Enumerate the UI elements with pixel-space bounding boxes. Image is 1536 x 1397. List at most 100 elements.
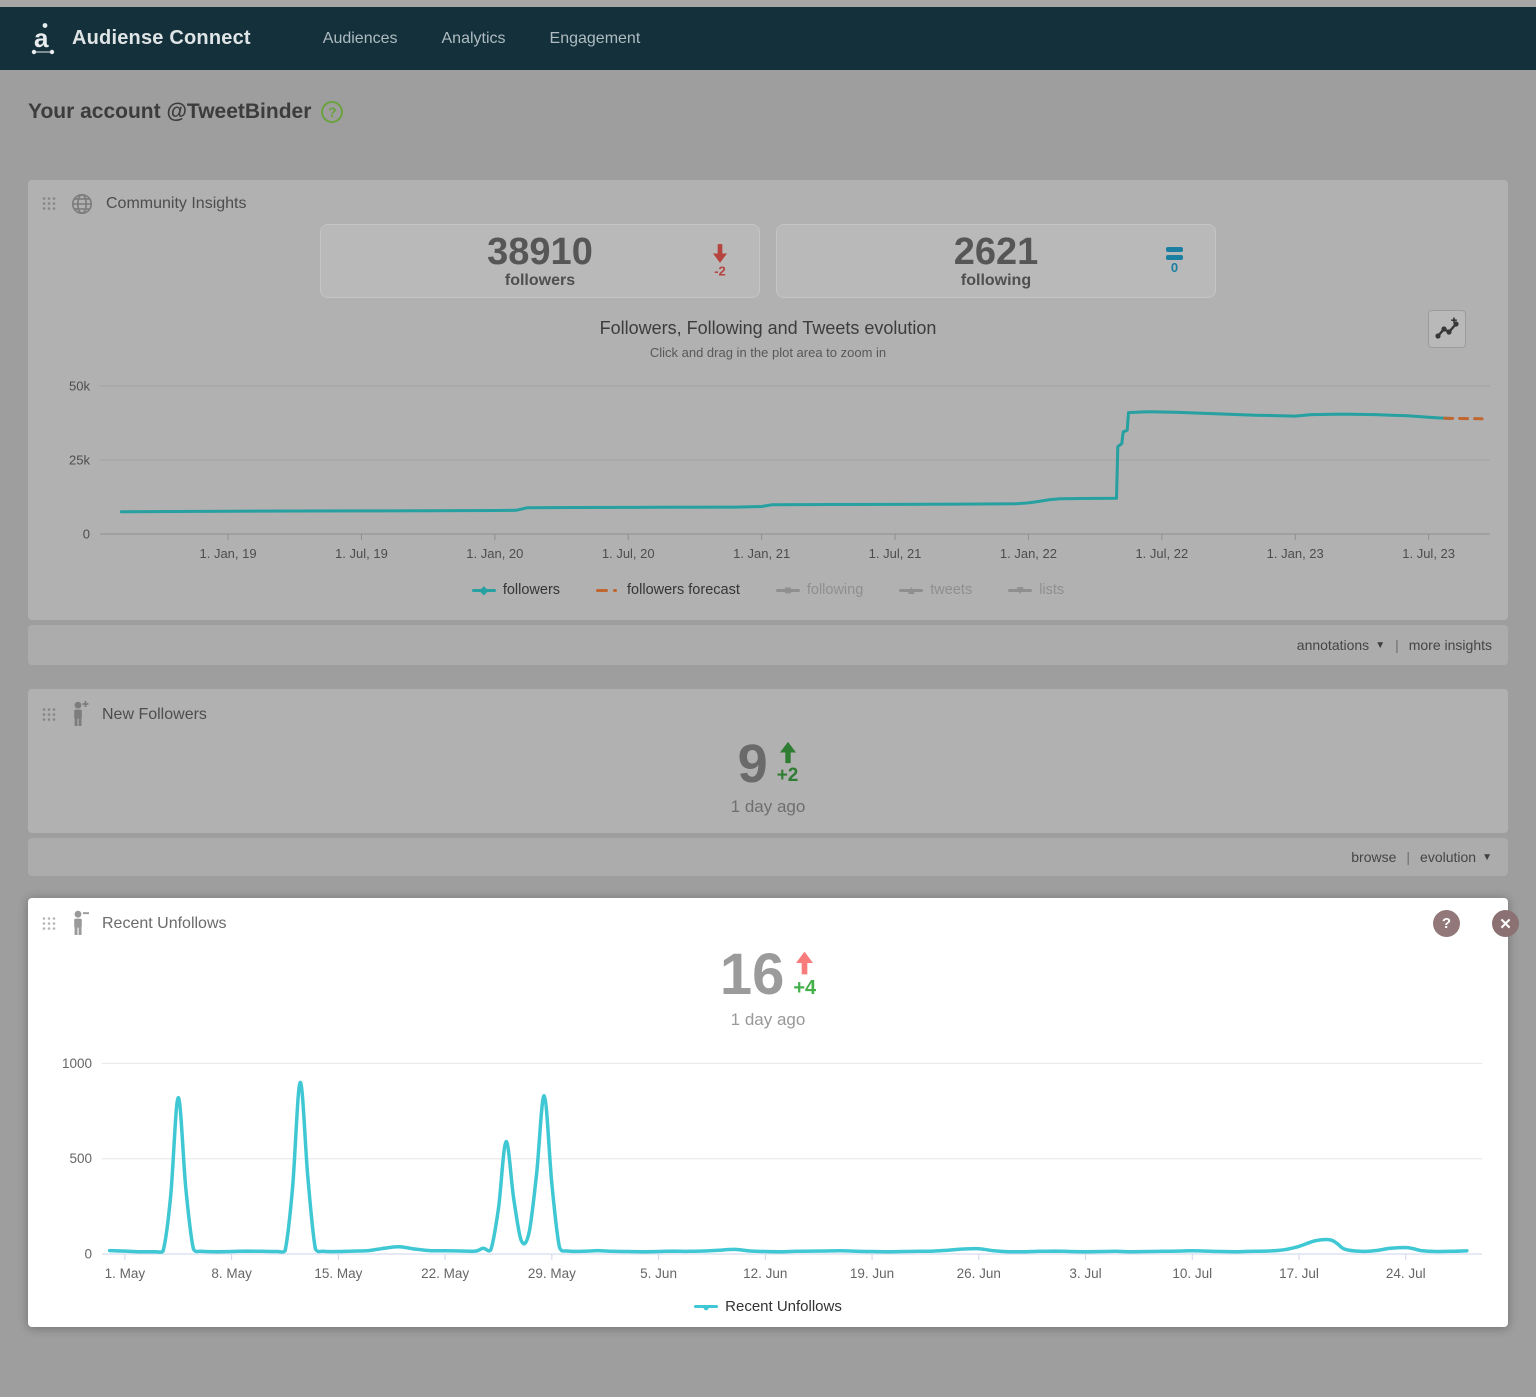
- community-insights-widget: Community Insights 38910 followers -2: [28, 180, 1508, 665]
- legend-item-followers-forecast[interactable]: followers forecast: [596, 582, 740, 598]
- svg-text:0: 0: [83, 527, 90, 542]
- globe-icon: [70, 192, 94, 216]
- square-marker-icon: ■: [775, 583, 800, 597]
- new-followers-count: 9: [737, 734, 768, 794]
- add-annotation-button[interactable]: [1428, 310, 1466, 348]
- legend-label: Recent Unfollows: [725, 1298, 842, 1315]
- new-followers-footer: browse | evolution ▼: [28, 838, 1508, 876]
- legend-item-following[interactable]: ■ following: [775, 582, 864, 598]
- svg-text:a: a: [34, 23, 49, 53]
- panel-title-recent-unfollows: Recent Unfollows: [102, 915, 227, 932]
- svg-text:1. Jan, 20: 1. Jan, 20: [466, 546, 523, 561]
- followers-stat-box: 38910 followers -2: [320, 224, 760, 298]
- drag-handle-icon[interactable]: [42, 916, 58, 932]
- chevron-down-icon: ▼: [1482, 851, 1492, 863]
- circle-marker-icon: ●: [694, 1300, 719, 1314]
- new-followers-ago: 1 day ago: [730, 797, 806, 816]
- browse-link[interactable]: browse: [1351, 849, 1397, 865]
- panel-title-community-insights: Community Insights: [106, 195, 247, 212]
- arrow-down-icon: [713, 244, 727, 264]
- drag-handle-icon[interactable]: [42, 707, 58, 723]
- svg-text:25k: 25k: [69, 452, 90, 467]
- svg-text:1. Jul, 20: 1. Jul, 20: [602, 546, 655, 561]
- new-followers-panel: New Followers 9 +2 1 day ago: [28, 689, 1508, 833]
- page-heading: Your account @TweetBinder ?: [28, 100, 1508, 124]
- legend-item-recent-unfollows[interactable]: ● Recent Unfollows: [694, 1298, 842, 1315]
- drag-handle-icon[interactable]: [42, 196, 58, 212]
- widget-close-button[interactable]: ✕: [1492, 910, 1519, 937]
- unfollows-chart-legend: ● Recent Unfollows: [42, 1298, 1494, 1315]
- page-title: Your account @TweetBinder: [28, 100, 312, 123]
- page-help-icon[interactable]: ?: [321, 101, 344, 123]
- recent-unfollows-ago: 1 day ago: [730, 1010, 806, 1029]
- recent-unfollows-delta: +4: [793, 977, 817, 999]
- series-recent-unfollows: [107, 1080, 1469, 1254]
- top-navbar: a Audiense Connect Audiences Analytics E…: [0, 7, 1536, 70]
- person-minus-icon: [70, 910, 90, 938]
- svg-text:1. Jan, 19: 1. Jan, 19: [200, 546, 257, 561]
- legend-label: followers: [502, 582, 561, 598]
- svg-text:0: 0: [84, 1247, 92, 1262]
- dash-marker-icon: [596, 583, 620, 597]
- chart-title: Followers, Following and Tweets evolutio…: [599, 318, 937, 338]
- svg-text:5. Jun: 5. Jun: [640, 1266, 677, 1281]
- chevron-down-icon: ▼: [1375, 639, 1386, 651]
- following-delta-value: 0: [1170, 260, 1179, 275]
- brand-name: Audiense Connect: [72, 27, 251, 49]
- svg-text:12. Jun: 12. Jun: [743, 1266, 787, 1281]
- svg-text:1. Jan, 23: 1. Jan, 23: [1267, 546, 1324, 561]
- arrow-up-icon: [796, 950, 814, 976]
- new-followers-delta: +2: [776, 765, 799, 786]
- recent-unfollows-widget: ? ✕: [28, 898, 1519, 1327]
- followers-label: followers: [504, 271, 576, 289]
- main-nav: Audiences Analytics Engagement: [323, 30, 640, 48]
- community-insights-panel: Community Insights 38910 followers -2: [28, 180, 1508, 620]
- svg-text:1. Jul, 21: 1. Jul, 21: [869, 546, 922, 561]
- legend-item-followers[interactable]: ◆ followers: [471, 582, 561, 598]
- svg-text:29. May: 29. May: [528, 1266, 576, 1281]
- footer-separator: |: [1395, 637, 1399, 653]
- series-followers: [119, 410, 1452, 514]
- followers-delta-value: -2: [714, 263, 726, 279]
- chart-subtitle: Click and drag in the plot area to zoom …: [649, 345, 887, 360]
- svg-text:1000: 1000: [62, 1056, 92, 1071]
- stats-row: 38910 followers -2 2621 following: [42, 224, 1494, 298]
- following-label: following: [960, 271, 1032, 289]
- series-followers-forecast: [1443, 416, 1484, 421]
- svg-text:1. Jan, 22: 1. Jan, 22: [1000, 546, 1057, 561]
- widget-help-button[interactable]: ?: [1433, 910, 1460, 937]
- more-insights-link[interactable]: more insights: [1408, 637, 1492, 653]
- recent-unfollows-chart[interactable]: 0 500 1000 1. May 8. May 15. May 22. May 29. Ma…: [42, 1040, 1494, 1290]
- svg-text:1. May: 1. May: [105, 1266, 146, 1281]
- svg-text:15. May: 15. May: [314, 1266, 362, 1281]
- followers-evolution-chart[interactable]: 0 25k 50k 1. Jan, 19 1. Jul, 19 1. Jan, 20 1. …: [42, 368, 1506, 568]
- footer-separator: |: [1406, 849, 1411, 865]
- nav-item-audiences[interactable]: Audiences: [322, 29, 398, 47]
- svg-text:50k: 50k: [69, 378, 90, 393]
- svg-text:1. Jul, 19: 1. Jul, 19: [335, 546, 388, 561]
- annotations-link[interactable]: annotations ▼: [1296, 637, 1386, 653]
- followers-chart-legend: ◆ followers followers forecast ■ following ▲ t…: [42, 582, 1494, 598]
- legend-item-tweets[interactable]: ▲ tweets: [899, 582, 972, 598]
- diamond-marker-icon: ◆: [471, 583, 496, 597]
- legend-label: following: [806, 582, 864, 598]
- svg-text:1. Jan, 21: 1. Jan, 21: [733, 546, 790, 561]
- panel-title-new-followers: New Followers: [102, 706, 207, 723]
- svg-text:1. Jul, 22: 1. Jul, 22: [1135, 546, 1188, 561]
- nav-item-engagement[interactable]: Engagement: [549, 29, 641, 47]
- brand[interactable]: a Audiense Connect: [28, 22, 251, 56]
- svg-text:17. Jul: 17. Jul: [1279, 1266, 1319, 1281]
- audiense-logo-icon: a: [28, 22, 58, 56]
- equal-icon: [1166, 247, 1183, 260]
- legend-label: followers forecast: [627, 582, 740, 598]
- recent-unfollows-count: 16: [719, 942, 785, 1007]
- legend-label: tweets: [930, 582, 973, 598]
- svg-text:19. Jun: 19. Jun: [850, 1266, 894, 1281]
- community-insights-footer: annotations ▼ | more insights: [28, 625, 1508, 665]
- nav-item-analytics[interactable]: Analytics: [441, 29, 506, 47]
- legend-item-lists[interactable]: ▼ lists: [1008, 582, 1064, 598]
- svg-text:8. May: 8. May: [211, 1266, 252, 1281]
- evolution-link[interactable]: evolution ▼: [1420, 849, 1492, 865]
- following-delta: 0: [1166, 247, 1183, 275]
- person-plus-icon: [70, 701, 90, 729]
